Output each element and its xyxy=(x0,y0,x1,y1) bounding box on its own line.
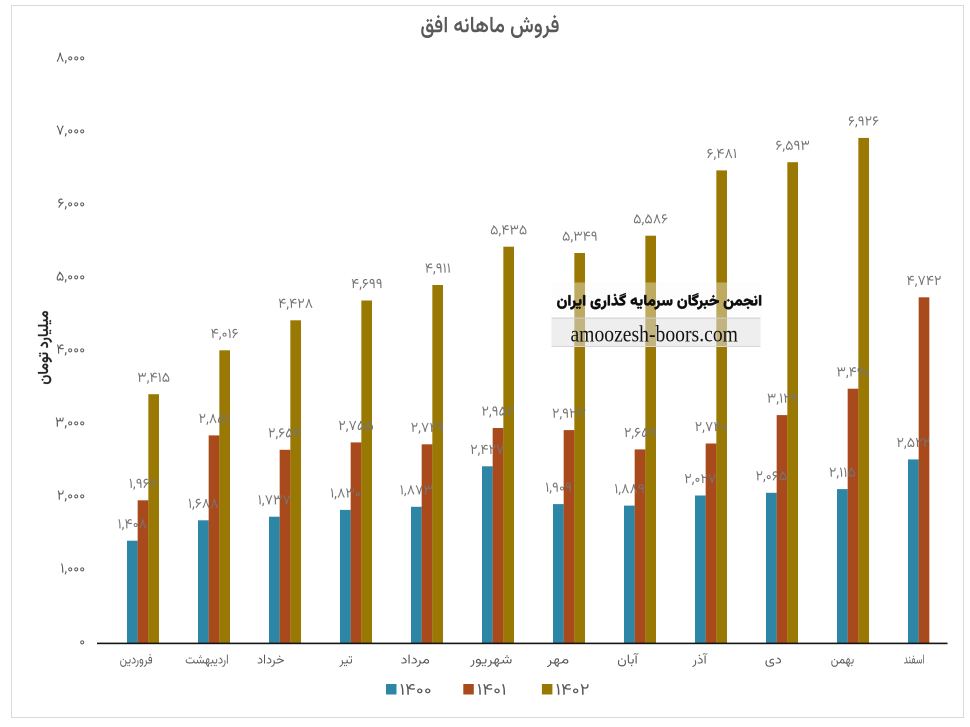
svg-text:amoozesh-boors.com: amoozesh-boors.com xyxy=(570,322,738,347)
